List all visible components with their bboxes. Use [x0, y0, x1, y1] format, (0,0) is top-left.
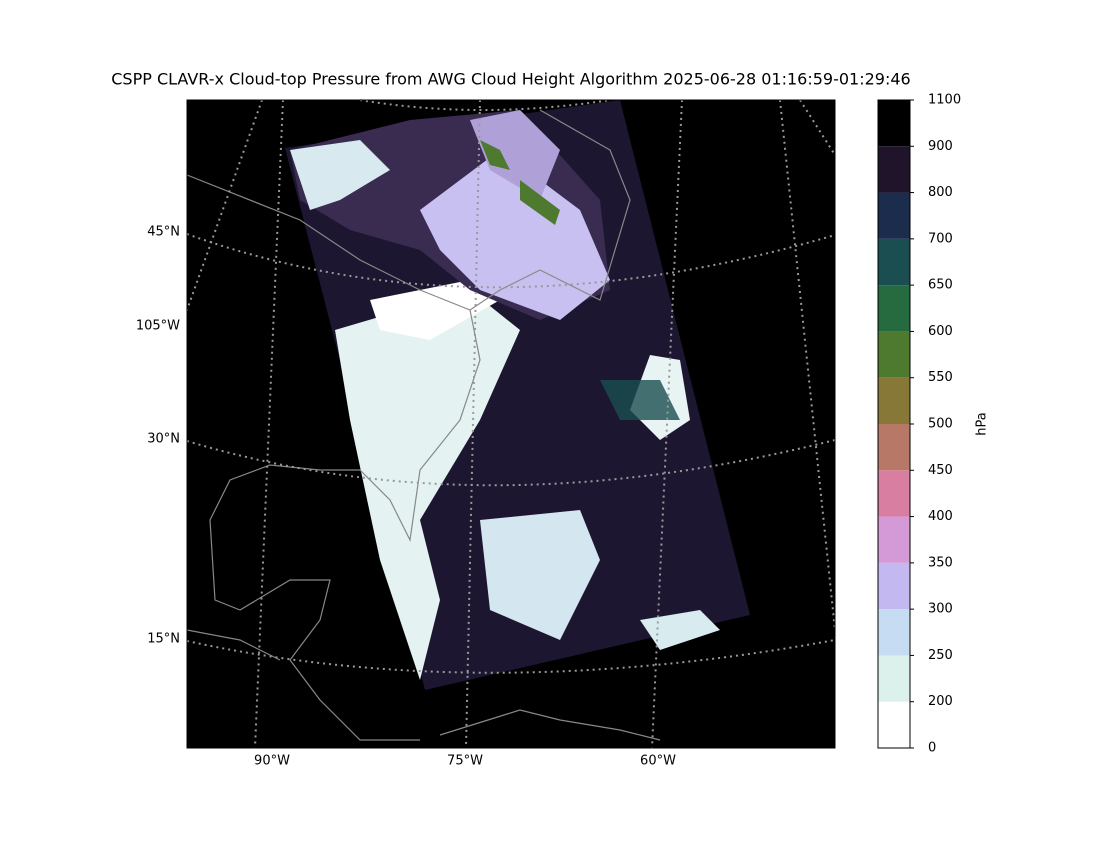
- colorbar-tick-label: 200: [928, 694, 953, 709]
- colorbar-segment: [878, 701, 910, 748]
- cloud: [290, 140, 390, 210]
- cloud: [470, 110, 560, 200]
- colorbar-segment: [878, 238, 910, 286]
- coastlines: [186, 109, 661, 741]
- colorbar-tick-label: 700: [928, 231, 953, 246]
- grid-line: [651, 99, 683, 749]
- coastline: [186, 109, 631, 311]
- coastline: [209, 309, 481, 741]
- cloud: [370, 280, 500, 340]
- swath: [285, 100, 750, 690]
- coastline: [186, 629, 281, 661]
- coastline: [439, 709, 661, 741]
- grid-line: [186, 439, 836, 487]
- colorbar-segment: [878, 285, 910, 332]
- grid-line: [254, 99, 284, 749]
- colorbar-tick-label: 650: [928, 278, 953, 293]
- colorbar-tick-label: 300: [928, 602, 953, 617]
- lat-label: 105°W: [136, 319, 180, 334]
- colorbar-label: hPa: [975, 412, 990, 435]
- lon-label: 90°W: [254, 754, 290, 769]
- colorbar-tick-label: 900: [928, 139, 953, 154]
- lat-label: 45°N: [147, 225, 180, 240]
- colorbar-segment: [878, 100, 910, 147]
- colorbar-segment: [878, 516, 910, 563]
- colorbar-tick-label: 600: [928, 324, 953, 339]
- colorbar-segment: [878, 424, 910, 471]
- graticule: [186, 99, 836, 749]
- colorbar-segment: [878, 609, 910, 656]
- lat-label: 30°N: [147, 432, 180, 447]
- colorbar-tick-label: 550: [928, 370, 953, 385]
- grid-line: [465, 99, 481, 749]
- lon-label: 60°W: [640, 754, 676, 769]
- grid-line: [359, 99, 611, 111]
- colorbar-tick-label: 1100: [928, 93, 961, 108]
- colorbar-tick-label: 450: [928, 463, 953, 478]
- colorbar-tick-label: 0: [928, 741, 936, 756]
- cloud: [520, 180, 560, 225]
- cloud: [480, 510, 600, 640]
- cloud: [420, 150, 610, 320]
- colorbar: hPa 0 200 250 300 350 400 450 500 550 600 650 700 80…: [877, 93, 990, 756]
- colorbar-tick-label: 800: [928, 185, 953, 200]
- cloud: [600, 380, 680, 420]
- colorbar-segment: [878, 377, 910, 424]
- colorbar-segment: [878, 192, 910, 239]
- lat-label: 15°N: [147, 632, 180, 647]
- colorbar-segment: [878, 655, 910, 702]
- colorbar-tick-label: 250: [928, 648, 953, 663]
- colorbar-segment: [878, 562, 910, 610]
- grid-line: [779, 99, 836, 631]
- colorbar-segment: [878, 470, 910, 517]
- grid-line: [799, 99, 836, 156]
- colorbar-tick-label: 350: [928, 555, 953, 570]
- title: CSPP CLAVR-x Cloud-top Pressure from AWG…: [111, 70, 910, 89]
- colorbar-tick-label: 400: [928, 509, 953, 524]
- lon-label: 75°W: [447, 754, 483, 769]
- map: 45°N 105°W 30°N 15°N 90°W 75°W 60°W: [136, 99, 836, 769]
- colorbar-segment: [878, 331, 910, 378]
- grid-line: [186, 639, 836, 674]
- cloud: [640, 610, 720, 650]
- cloud: [480, 140, 510, 170]
- colorbar-tick-label: 500: [928, 417, 953, 432]
- cloud: [335, 290, 520, 680]
- map-frame: [186, 99, 836, 749]
- grid-line: [186, 99, 263, 311]
- colorbar-segment: [878, 146, 910, 193]
